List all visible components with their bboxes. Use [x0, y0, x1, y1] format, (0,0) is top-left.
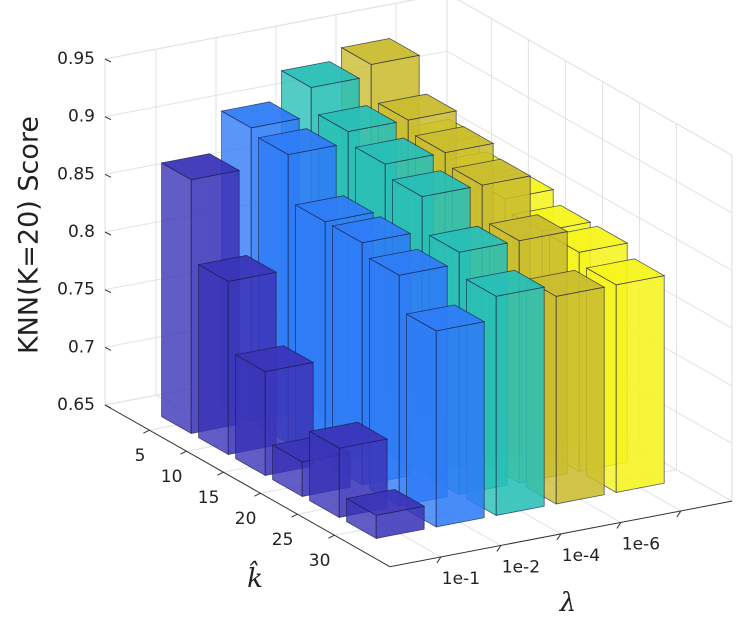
tick-mark: [676, 510, 682, 518]
bar-face: [220, 101, 301, 129]
tick-mark: [104, 289, 112, 294]
bar-face: [615, 275, 665, 493]
bar-face: [548, 225, 629, 253]
lambda-tick-label: 1e-6: [622, 534, 660, 554]
bar-face: [428, 225, 509, 253]
tick-mark: [436, 556, 442, 564]
tick-mark: [104, 231, 112, 236]
bar-face: [451, 158, 532, 186]
bar-face: [345, 488, 426, 516]
bar-face: [280, 61, 361, 88]
z-tick-label: 0.75: [57, 280, 95, 300]
bar-face: [377, 93, 458, 121]
bar-face: [331, 216, 412, 244]
tick-mark: [496, 545, 502, 552]
bar: [345, 488, 426, 540]
grid-line: [104, 0, 733, 156]
k-tick-label: 15: [198, 488, 220, 508]
tick-mark: [180, 450, 187, 455]
tick-mark: [616, 522, 622, 529]
bar-face: [488, 214, 569, 242]
z-tick-label: 0.7: [68, 337, 95, 357]
tick-mark: [217, 471, 224, 476]
bar-face: [308, 421, 389, 449]
bar-face: [391, 170, 472, 198]
k-tick-label: 5: [135, 446, 146, 466]
bar-face: [235, 354, 266, 477]
bar-face: [585, 258, 666, 286]
z-tick-label: 0.85: [57, 164, 95, 184]
bar-face: [234, 345, 315, 373]
bar-face: [198, 263, 229, 456]
tick-mark: [104, 346, 112, 351]
bar-face: [435, 321, 485, 528]
tick-mark: [104, 173, 112, 178]
tick-mark: [556, 533, 562, 541]
bar-face: [465, 269, 546, 297]
z-tick-label: 0.65: [57, 395, 95, 415]
bar-face: [257, 128, 338, 156]
bar-face: [414, 126, 495, 154]
bar-face: [161, 162, 192, 435]
tick-mark: [104, 58, 112, 63]
bar-face: [354, 137, 435, 165]
bar-face: [555, 286, 605, 505]
bar-face: [160, 153, 241, 181]
z-tick-label: 0.9: [68, 107, 95, 127]
bar-face: [495, 286, 545, 516]
k-tick-label: 25: [272, 530, 294, 550]
bar-face: [525, 269, 606, 297]
grid-line: [104, 50, 733, 214]
axis-line: [104, 404, 732, 568]
tick-mark: [291, 513, 298, 518]
bar-face: [197, 255, 278, 282]
tick-mark: [328, 534, 335, 539]
bar-face: [317, 105, 398, 132]
lambda-tick-label: 1e-1: [442, 569, 480, 589]
k-axis-label: k̂: [247, 560, 263, 594]
z-tick-label: 0.8: [68, 222, 95, 242]
z-tick-label: 0.95: [57, 49, 95, 69]
lambda-tick-label: 1e-2: [502, 557, 540, 577]
lambda-axis-label: λ: [559, 588, 576, 617]
bar-face: [405, 304, 486, 332]
k-tick-label: 10: [161, 467, 183, 487]
k-tick-label: 20: [235, 509, 257, 529]
tick-mark: [104, 116, 112, 121]
bar-face: [340, 38, 421, 65]
bar-face: [406, 313, 437, 528]
tick-mark: [143, 429, 150, 434]
bar-face: [368, 248, 449, 276]
bar-face: [294, 195, 375, 223]
k-tick-label: 30: [309, 551, 331, 571]
tick-mark: [254, 492, 261, 497]
bar: [405, 304, 486, 528]
z-axis-label: KNN(K=20) Score: [14, 116, 45, 354]
lambda-tick-label: 1e-4: [562, 546, 600, 566]
